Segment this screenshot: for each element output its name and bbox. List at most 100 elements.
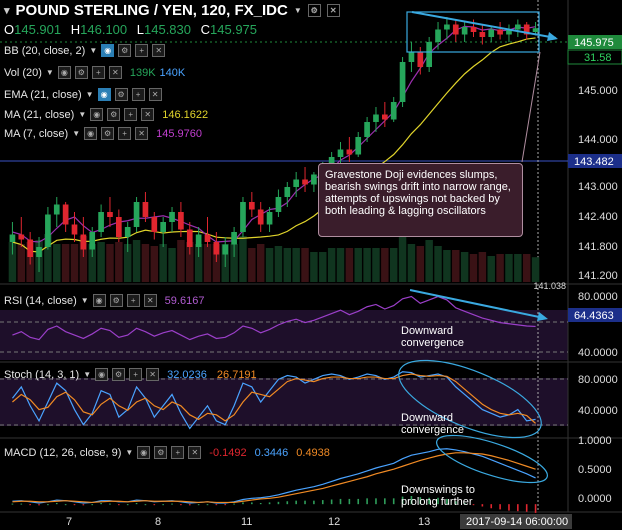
candle-body	[337, 149, 344, 157]
volume-bar	[265, 248, 274, 282]
plus-icon[interactable]: +	[91, 66, 105, 79]
legend-ma21[interactable]: MA (21, close) ▼ ◉ ⚙ + ✕ 146.1622	[4, 108, 208, 121]
settings-gear-icon[interactable]: ⚙	[307, 4, 321, 17]
candle-body	[204, 234, 211, 242]
chevron-down-icon[interactable]: ▼	[85, 90, 94, 99]
settings-gear-icon[interactable]: ⚙	[109, 294, 123, 307]
macd-ellipse[interactable]	[432, 426, 552, 492]
chevron-down-icon[interactable]: ▼	[45, 68, 54, 77]
macd-histogram-bar	[20, 503, 23, 505]
last-price-value: 145.975	[574, 37, 614, 49]
candle-body	[169, 212, 175, 222]
ema-line	[12, 37, 536, 253]
legend-ma7[interactable]: MA (7, close) ▼ ◉ ⚙ + ✕ 145.9760	[4, 127, 202, 140]
close-icon[interactable]: ✕	[135, 127, 149, 140]
legend-macd[interactable]: MACD (12, 26, close, 9) ▼ ◉ ⚙ + ✕ -0.1492 0.…	[4, 446, 330, 459]
chevron-down-icon[interactable]: ▼	[293, 6, 302, 15]
settings-gear-icon[interactable]: ⚙	[101, 127, 115, 140]
consolidation-box[interactable]	[406, 11, 540, 53]
chevron-down-icon[interactable]: ▼	[72, 129, 81, 138]
chevron-down-icon[interactable]: ▼	[89, 46, 98, 55]
countdown-value: 31.58	[584, 52, 612, 64]
close-icon[interactable]: ✕	[188, 446, 202, 459]
settings-gear-icon[interactable]: ⚙	[154, 446, 168, 459]
plus-icon[interactable]: +	[124, 108, 138, 121]
candle-body	[488, 29, 495, 37]
legend-macd-label: MACD (12, 26, close, 9)	[4, 446, 122, 459]
countdown-tag	[567, 49, 622, 65]
plus-icon[interactable]: +	[129, 368, 143, 381]
plus-icon[interactable]: +	[126, 294, 140, 307]
macd-histogram-bar	[508, 504, 510, 511]
legend-ema[interactable]: EMA (21, close) ▼ ◉ ⚙ + ✕	[4, 88, 162, 101]
ohlc-high-value: 146.100	[80, 22, 128, 37]
volume-bar	[381, 248, 389, 282]
legend-vol[interactable]: Vol (20) ▼ ◉ ⚙ + ✕ 139K 140K	[4, 66, 185, 79]
volume-bar	[345, 248, 354, 282]
eye-icon[interactable]: ◉	[97, 88, 111, 101]
legend-vol-label: Vol (20)	[4, 66, 42, 79]
plus-icon[interactable]: +	[171, 446, 185, 459]
settings-gear-icon[interactable]: ⚙	[74, 66, 88, 79]
macd-histogram-bar	[295, 500, 297, 505]
settings-gear-icon[interactable]: ⚙	[114, 88, 128, 101]
macd-tick-label: 0.5000	[578, 464, 612, 476]
candle-body	[373, 114, 379, 122]
trend-arrow[interactable]	[411, 11, 557, 39]
symbol-title[interactable]: ▾ POUND STERLING / YEN, 120, FX_IDC ▼ ⚙ …	[4, 2, 340, 19]
macd-histogram-bar	[153, 504, 156, 506]
volume-bar	[478, 252, 487, 282]
stoch-k-line	[11, 371, 536, 430]
eye-icon[interactable]: ◉	[90, 108, 104, 121]
menu-icon[interactable]: ▾	[4, 5, 10, 17]
legend-rsi[interactable]: RSI (14, close) ▼ ◉ ⚙ + ✕ 59.6167	[4, 294, 204, 307]
settings-gear-icon[interactable]: ⚙	[112, 368, 126, 381]
rsi-value-tag	[568, 308, 622, 322]
candle-body	[390, 102, 397, 120]
analysis-callout[interactable]: Gravestone Doji evidences slumps, bearis…	[318, 163, 523, 237]
eye-icon[interactable]: ◉	[57, 66, 71, 79]
eye-icon[interactable]: ◉	[92, 294, 106, 307]
cursor-time-tag	[460, 514, 572, 529]
legend-ma21-value: 146.1622	[162, 108, 209, 121]
close-icon[interactable]: ✕	[148, 88, 162, 101]
eye-icon[interactable]: ◉	[101, 44, 115, 57]
close-icon[interactable]: ✕	[326, 4, 340, 17]
eye-icon[interactable]: ◉	[84, 127, 98, 140]
ohlc-close-value: 145.975	[210, 22, 258, 37]
close-icon[interactable]: ✕	[143, 294, 157, 307]
volume-bar	[469, 254, 478, 282]
close-icon[interactable]: ✕	[146, 368, 160, 381]
macd-tick-label: 0.0000	[578, 493, 612, 505]
close-icon[interactable]: ✕	[108, 66, 122, 79]
volume-bar	[531, 257, 540, 282]
plus-icon[interactable]: +	[118, 127, 132, 140]
legend-ma21-label: MA (21, close)	[4, 108, 75, 121]
legend-bb[interactable]: BB (20, close, 2) ▼ ◉ ⚙ + ✕	[4, 44, 166, 57]
plus-icon[interactable]: +	[135, 44, 149, 57]
close-icon[interactable]: ✕	[141, 108, 155, 121]
volume-bar	[256, 244, 265, 282]
candle-body	[62, 204, 69, 225]
chevron-down-icon[interactable]: ▼	[78, 110, 87, 119]
settings-gear-icon[interactable]: ⚙	[107, 108, 121, 121]
plus-icon[interactable]: +	[131, 88, 145, 101]
chevron-down-icon[interactable]: ▼	[125, 448, 134, 457]
legend-stoch[interactable]: Stoch (14, 3, 1) ▼ ◉ ⚙ + ✕ 32.0236 26.7191	[4, 368, 257, 381]
eye-icon[interactable]: ◉	[137, 446, 151, 459]
volume-bar	[496, 254, 504, 282]
legend-vol-value: 139K	[129, 66, 156, 79]
candle-body	[408, 52, 415, 62]
chevron-down-icon[interactable]: ▼	[83, 370, 92, 379]
close-icon[interactable]: ✕	[152, 44, 166, 57]
legend-rsi-label: RSI (14, close)	[4, 294, 77, 307]
eye-icon[interactable]: ◉	[95, 368, 109, 381]
chevron-down-icon[interactable]: ▼	[80, 296, 89, 305]
rsi-trend-arrow[interactable]	[409, 289, 545, 319]
ohlc-open-label: O	[4, 22, 15, 37]
price-tick-label: 144.000	[578, 134, 618, 146]
legend-bb-label: BB (20, close, 2)	[4, 44, 86, 57]
settings-gear-icon[interactable]: ⚙	[118, 44, 132, 57]
stoch-ellipse[interactable]	[389, 345, 551, 454]
